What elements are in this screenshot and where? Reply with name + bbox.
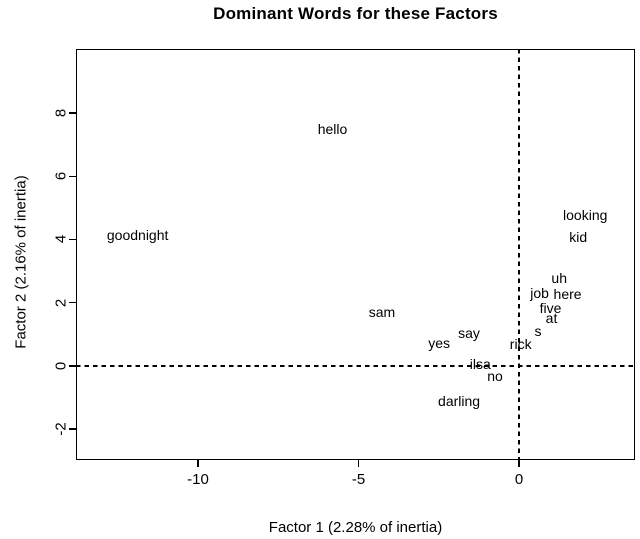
- x-tick-mark: [518, 460, 520, 467]
- word-label: darling: [438, 393, 481, 410]
- word-label: hello: [317, 120, 348, 137]
- word-label: no: [487, 367, 503, 384]
- x-axis-label: Factor 1 (2.28% of inertia): [268, 519, 443, 536]
- word-label: here: [553, 285, 582, 302]
- word-label: goodnight: [106, 227, 169, 244]
- y-tick-label: 2: [52, 298, 70, 307]
- word-label: yes: [428, 335, 451, 352]
- y-tick-label: -2: [52, 422, 70, 436]
- y-tick-mark: [69, 175, 76, 178]
- x-tick-label: 0: [514, 471, 524, 488]
- y-tick-mark: [69, 365, 76, 367]
- zero-line-vertical: [518, 49, 520, 460]
- word-label: at: [545, 310, 558, 327]
- word-label: kid: [569, 228, 588, 245]
- zero-line-horizontal: [76, 365, 635, 367]
- x-tick-mark: [197, 460, 199, 467]
- y-tick-mark: [69, 112, 76, 114]
- y-tick-label: 8: [52, 108, 70, 118]
- y-tick-label: 6: [52, 172, 70, 181]
- word-label: uh: [551, 270, 568, 287]
- word-label: looking: [563, 207, 608, 224]
- word-label: sam: [368, 304, 396, 321]
- y-tick-mark: [69, 428, 76, 430]
- word-label: ilsa: [469, 355, 491, 372]
- word-label: job: [530, 284, 549, 301]
- y-tick-mark: [69, 301, 76, 304]
- word-label: say: [458, 325, 480, 342]
- plot-area: [76, 49, 635, 460]
- x-tick-label: -5: [351, 471, 366, 488]
- x-tick-mark: [357, 460, 360, 467]
- word-label: s: [534, 323, 542, 340]
- y-tick-mark: [69, 238, 76, 241]
- chart-title: Dominant Words for these Factors: [213, 4, 498, 23]
- word-label: five: [539, 299, 562, 316]
- word-label: rick: [509, 335, 532, 352]
- y-tick-label: 0: [52, 361, 70, 371]
- y-axis-label: Factor 2 (2.16% of inertia): [12, 175, 30, 349]
- x-tick-label: -10: [187, 471, 209, 488]
- y-tick-label: 4: [52, 235, 70, 244]
